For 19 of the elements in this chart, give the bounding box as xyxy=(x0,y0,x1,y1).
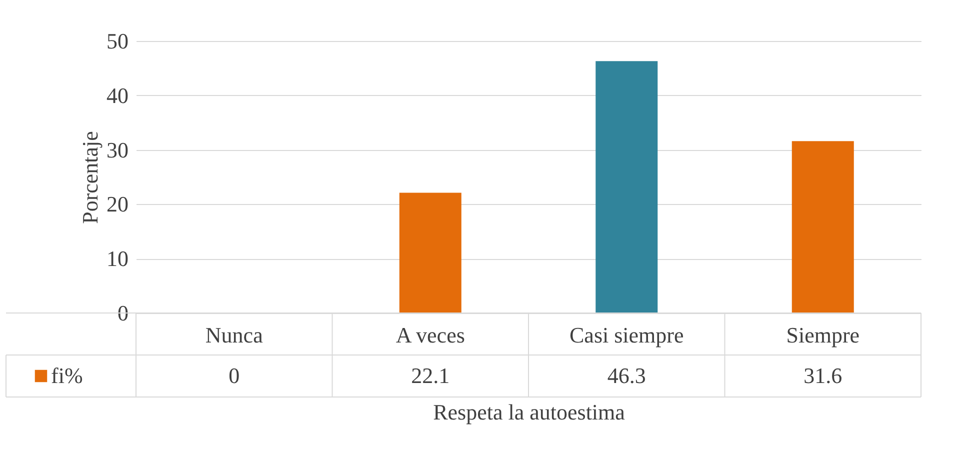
data-label: 31.6 xyxy=(804,363,842,388)
y-tick-label: 40 xyxy=(106,82,128,108)
bar xyxy=(792,141,854,313)
legend-label: fi% xyxy=(51,363,83,388)
bar xyxy=(596,61,658,313)
y-tick-label: 30 xyxy=(106,137,128,162)
y-tick-label: 20 xyxy=(106,192,128,217)
data-label: 46.3 xyxy=(607,363,646,388)
data-label: 22.1 xyxy=(411,363,450,388)
x-tick-label: Nunca xyxy=(205,322,264,348)
x-axis-title: Respeta la autoestima xyxy=(433,400,626,424)
y-axis-title: Porcentaje xyxy=(78,131,102,224)
x-tick-label: Siempre xyxy=(786,322,860,348)
x-tick-label: Casi siempre xyxy=(569,322,684,348)
bar xyxy=(399,192,462,313)
data-label: 0 xyxy=(228,363,240,388)
y-tick-label: 50 xyxy=(106,28,128,54)
y-tick-label: 10 xyxy=(106,246,128,272)
x-tick-label: A veces xyxy=(396,322,465,348)
